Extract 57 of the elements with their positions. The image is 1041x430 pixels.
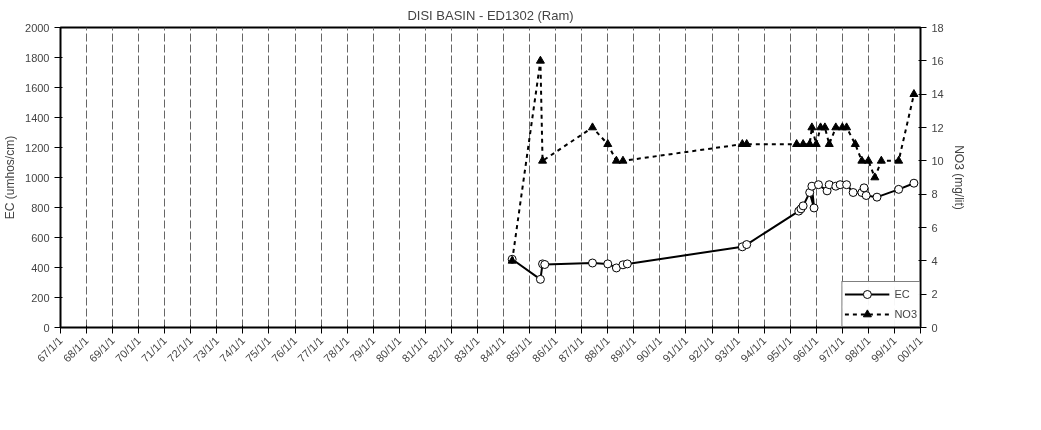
y-tick-label: 1600 (25, 81, 50, 94)
legend-label: EC (894, 288, 911, 300)
y-tick-label: 1000 (25, 171, 50, 184)
y-axis-title: EC (umhos/cm) (3, 135, 18, 220)
point (809, 203, 819, 213)
point (848, 188, 858, 197)
y2-tick-label: 2 (931, 288, 938, 301)
point (894, 155, 904, 164)
point (588, 258, 597, 268)
point (611, 155, 621, 164)
legend-label: NO3 (894, 308, 917, 320)
point (894, 184, 904, 194)
y-tick-label: 800 (31, 201, 50, 214)
point (618, 155, 628, 164)
y2-tick-label: 8 (931, 188, 938, 201)
point (857, 155, 867, 164)
point (588, 122, 597, 131)
point (824, 139, 834, 147)
point (603, 139, 613, 147)
point (813, 180, 823, 190)
point (909, 178, 919, 188)
point (535, 55, 545, 64)
point (538, 155, 548, 164)
point (859, 183, 869, 193)
y-tick-label: 1800 (25, 51, 50, 64)
point (842, 122, 852, 131)
y2-tick-label: 16 (931, 54, 944, 67)
point (876, 155, 886, 164)
point (807, 122, 817, 131)
y2-tick-label: 6 (931, 221, 938, 234)
y-tick-label: 0 (43, 321, 50, 334)
point (861, 191, 871, 200)
point (870, 172, 880, 181)
y-tick-label: 1200 (25, 141, 50, 154)
point (863, 155, 873, 164)
y2-tick-label: 4 (931, 254, 938, 267)
y2-axis-title: NO3 (mg/lit) (951, 145, 966, 210)
point (742, 240, 752, 250)
y-tick-label: 600 (31, 231, 50, 244)
y-tick-label: 200 (31, 291, 50, 304)
point (909, 89, 919, 97)
point (842, 180, 852, 190)
y-tick-label: 1400 (25, 111, 50, 124)
y2-tick-label: 14 (931, 88, 944, 101)
y2-tick-label: 12 (931, 121, 944, 134)
y-tick-label: 400 (31, 261, 50, 274)
point (872, 192, 882, 202)
point (850, 139, 860, 147)
chart-title: DISI BASIN - ED1302 (Ram) (407, 7, 574, 23)
point (535, 274, 545, 284)
point (820, 122, 830, 131)
y2-tick-label: 18 (931, 21, 944, 34)
point (603, 259, 613, 269)
y2-tick-label: 0 (931, 321, 938, 334)
y2-tick-label: 10 (931, 154, 944, 167)
point (622, 259, 632, 269)
y-tick-label: 2000 (25, 21, 50, 34)
